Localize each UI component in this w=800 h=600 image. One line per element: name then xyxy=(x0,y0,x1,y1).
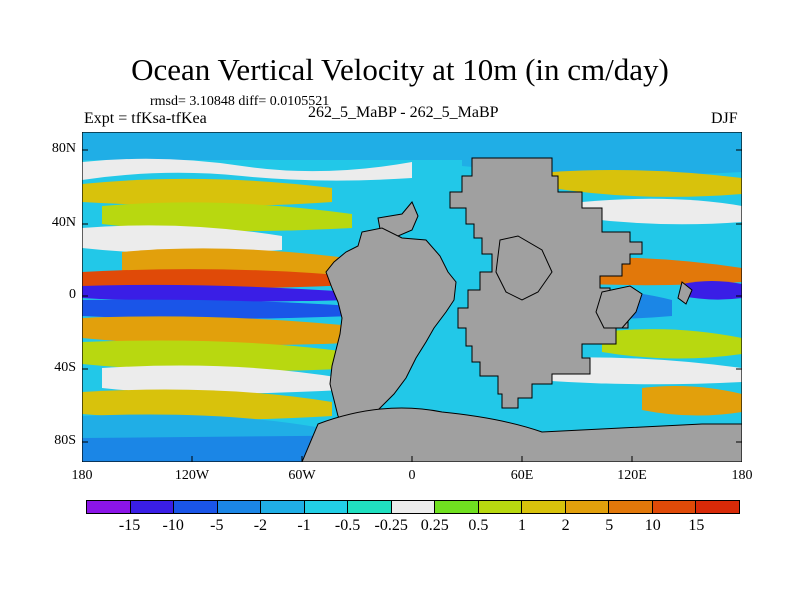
colorbar-swatch xyxy=(609,500,653,514)
y-tick-label: 80N xyxy=(51,141,76,156)
colorbar-swatch xyxy=(348,500,392,514)
y-tick-label: 40N xyxy=(51,215,76,230)
colorbar-label: -0.25 xyxy=(374,517,408,534)
colorbar-swatch xyxy=(565,500,610,514)
colorbar-label: 5 xyxy=(605,517,614,534)
axis-ticks xyxy=(82,149,742,462)
experiment-label: Expt = tfKsa-tfKea xyxy=(84,110,207,127)
colorbar-label: 0.5 xyxy=(468,517,489,534)
colorbar-label: 1 xyxy=(518,517,526,534)
colorbar-label: -0.5 xyxy=(334,517,361,534)
y-tick-label: 80S xyxy=(54,433,76,448)
colorbar-label: 10 xyxy=(644,517,661,534)
colorbar-label: 2 xyxy=(561,517,570,534)
season-label: DJF xyxy=(711,110,738,127)
colorbar-swatch xyxy=(86,500,131,514)
colorbar-label: -10 xyxy=(162,517,184,534)
colorbar-label: 15 xyxy=(688,517,705,534)
y-tick-label: 0 xyxy=(69,287,76,302)
x-tick-label: 120W xyxy=(174,468,210,483)
land-mask xyxy=(301,157,742,462)
colorbar-labels: -15 -10 -5 -2 -1 -0.5 -0.25 0.25 0.5 1 2 5 10 15 xyxy=(86,517,740,537)
x-tick-label: 60W xyxy=(288,468,316,483)
colorbar-label: -5 xyxy=(210,517,224,534)
x-tick-label: 60E xyxy=(510,468,534,483)
x-tick-label: 0 xyxy=(408,468,416,483)
colorbar-swatch xyxy=(217,500,262,514)
colorbar-swatch xyxy=(652,500,697,514)
colorbar-swatch xyxy=(304,500,349,514)
colorbar-swatch xyxy=(435,500,479,514)
velocity-field xyxy=(82,132,742,462)
x-tick-label: 120E xyxy=(617,468,647,483)
colorbar-swatch xyxy=(261,500,305,514)
colorbar-label: -2 xyxy=(253,517,268,534)
colorbar-swatch xyxy=(478,500,523,514)
x-tick-label: 180 xyxy=(731,468,753,483)
colorbar-swatch xyxy=(391,500,436,514)
colorbar-swatch xyxy=(522,500,566,514)
colorbar-swatch xyxy=(696,500,740,514)
rmsd-diff-stats: rmsd= 3.10848 diff= 0.0105521 xyxy=(150,94,330,109)
colorbar-swatch xyxy=(130,500,175,514)
colorbar-label: -15 xyxy=(118,517,141,534)
colorbar-swatch xyxy=(174,500,218,514)
map-panel xyxy=(82,132,742,462)
colorbar xyxy=(86,500,740,514)
colorbar-label: 0.25 xyxy=(420,517,449,534)
y-tick-label: 40S xyxy=(54,360,76,375)
run-comparison-label: 262_5_MaBP - 262_5_MaBP xyxy=(308,104,499,121)
x-tick-label: 180 xyxy=(71,468,93,483)
plot-title: Ocean Vertical Velocity at 10m (in cm/da… xyxy=(131,52,669,87)
colorbar-label: -1 xyxy=(297,517,311,534)
